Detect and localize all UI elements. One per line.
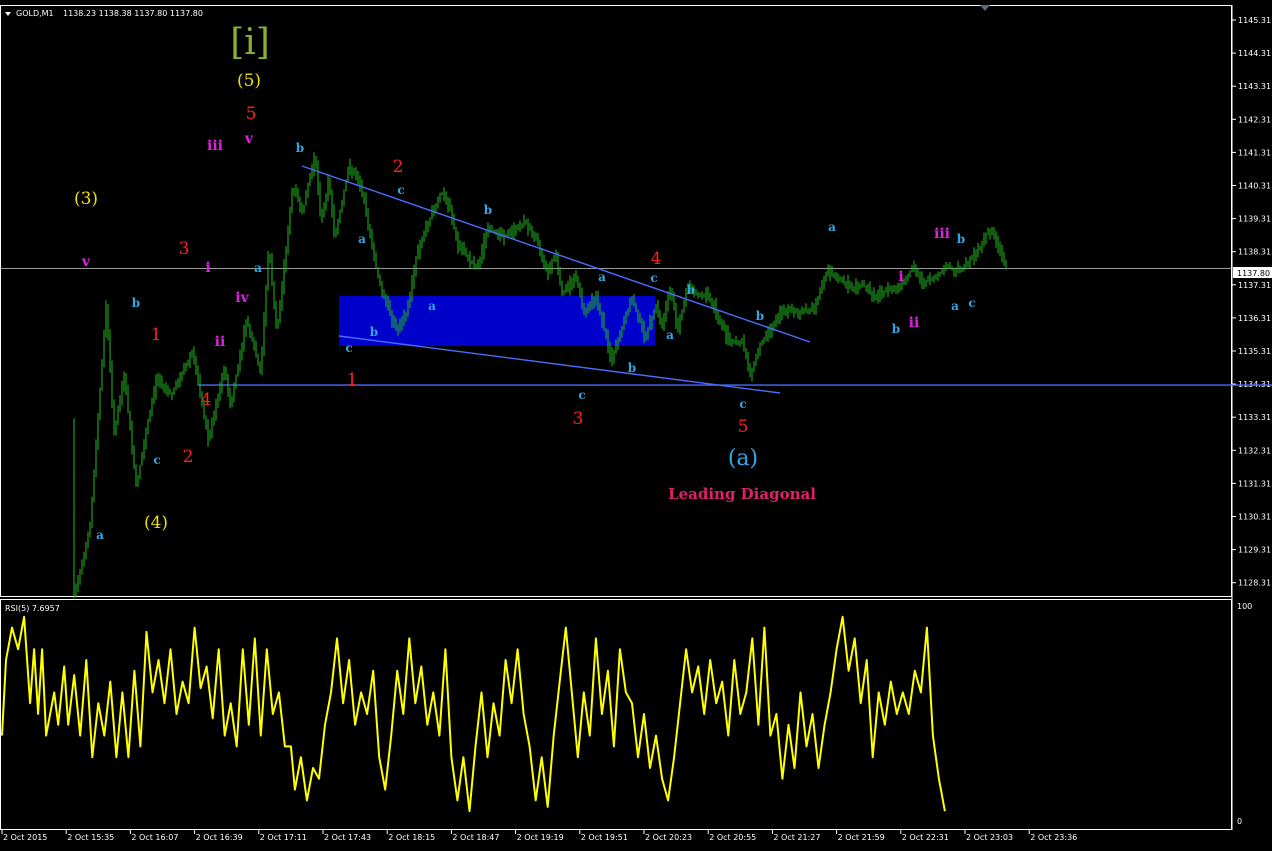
price-tick-label: 1142.31 <box>1238 115 1271 124</box>
wave-label[interactable]: a <box>96 528 104 542</box>
wave-label[interactable]: a <box>666 328 674 342</box>
upper-trendline[interactable] <box>301 165 811 343</box>
wave-label[interactable]: c <box>968 296 975 310</box>
time-tick-label: 2 Oct 19:19 <box>517 833 564 842</box>
wave-label[interactable]: b <box>484 203 492 217</box>
rsi-scale-top: 100 <box>1237 602 1252 611</box>
price-tick-label: 1139.31 <box>1238 215 1271 224</box>
wave-label[interactable]: c <box>650 271 657 285</box>
time-tick-label: 2 Oct 21:59 <box>838 833 885 842</box>
wave-label[interactable]: a <box>428 299 436 313</box>
price-tick-label: 1128.31 <box>1238 579 1271 588</box>
wave-label[interactable]: c <box>345 341 352 355</box>
price-tick-label: 1135.31 <box>1238 347 1271 356</box>
time-tick-label: 2 Oct 22:31 <box>902 833 949 842</box>
wave-label[interactable]: a <box>951 299 959 313</box>
time-tick-label: 2 Oct 2015 <box>3 833 47 842</box>
current-price-tag-text: 1137.80 <box>1237 269 1270 278</box>
time-tick-label: 2 Oct 17:43 <box>324 833 371 842</box>
wave-label[interactable]: a <box>598 270 606 284</box>
wave-label[interactable]: 5 <box>738 417 749 437</box>
symbol-label: GOLD,M1 <box>16 9 54 18</box>
wave-label[interactable]: 2 <box>393 157 404 177</box>
rsi-label: RSI(5) 7.6957 <box>5 604 60 613</box>
price-tick-label: 1133.31 <box>1238 413 1271 422</box>
wave-label[interactable]: c <box>739 397 746 411</box>
wave-label[interactable]: v <box>244 131 254 147</box>
wave-label[interactable]: (4) <box>144 513 168 533</box>
price-tick-label: 1132.31 <box>1238 446 1271 455</box>
time-axis: 2 Oct 2015 2 Oct 15:35 2 Oct 16:07 2 Oct 16… <box>1 830 1077 842</box>
price-series <box>73 152 1007 598</box>
wave-label[interactable]: b <box>132 296 140 310</box>
wave-label[interactable]: 4 <box>651 249 662 269</box>
wave-label[interactable]: [i] <box>230 22 270 63</box>
wave-label[interactable]: i <box>205 260 210 276</box>
diagonal-title[interactable]: Leading Diagonal <box>668 485 816 503</box>
wave-label[interactable]: 1 <box>347 370 358 390</box>
chart-dropdown-icon[interactable] <box>5 12 11 16</box>
price-tick-label: 1141.31 <box>1238 148 1271 157</box>
price-tick-label: 1144.31 <box>1238 49 1271 58</box>
wave-label[interactable]: 4 <box>201 390 212 410</box>
time-tick-label: 2 Oct 16:07 <box>131 833 178 842</box>
wave-label[interactable]: b <box>628 361 636 375</box>
wave-label[interactable]: c <box>397 183 404 197</box>
time-tick-label: 2 Oct 18:15 <box>388 833 435 842</box>
wave-label[interactable]: a <box>358 232 366 246</box>
wave-label[interactable]: (5) <box>237 71 261 91</box>
price-tick-label: 1137.31 <box>1238 281 1271 290</box>
wave-label[interactable]: 3 <box>179 239 190 259</box>
price-tick-label: 1138.31 <box>1238 248 1271 257</box>
wave-label[interactable]: iii <box>207 138 223 154</box>
price-tick-label: 1143.31 <box>1238 82 1271 91</box>
time-tick-label: 2 Oct 21:27 <box>773 833 820 842</box>
wave-label[interactable]: c <box>578 388 585 402</box>
time-tick-label: 2 Oct 18:47 <box>452 833 499 842</box>
time-tick-label: 2 Oct 23:03 <box>966 833 1013 842</box>
wave-label[interactable]: i <box>898 269 903 285</box>
wave-label[interactable]: iv <box>235 290 249 306</box>
price-tick-label: 1136.31 <box>1238 314 1271 323</box>
lower-trendline[interactable] <box>338 335 781 394</box>
wave-label[interactable]: 1 <box>151 325 162 345</box>
wave-label[interactable]: (a) <box>728 446 758 471</box>
wave-label[interactable]: ii <box>909 315 920 331</box>
time-tick-label: 2 Oct 17:11 <box>260 833 307 842</box>
wave-label[interactable]: v <box>81 254 91 270</box>
wave-label[interactable]: 3 <box>573 409 584 429</box>
wave-label[interactable]: b <box>296 141 304 155</box>
rsi-scale-bottom: 0 <box>1237 817 1242 826</box>
rsi-line <box>1 615 946 813</box>
wave-label[interactable]: b <box>687 283 695 297</box>
price-tick-label: 1145.31 <box>1238 16 1271 25</box>
price-tick-label: 1129.31 <box>1238 546 1271 555</box>
price-tick-label: 1131.31 <box>1238 479 1271 488</box>
time-tick-label: 2 Oct 23:36 <box>1030 833 1077 842</box>
wave-label[interactable]: ii <box>215 334 226 350</box>
wave-label[interactable]: a <box>828 220 836 234</box>
chart-shift-marker-icon[interactable] <box>980 5 990 11</box>
wave-label[interactable]: c <box>153 453 160 467</box>
time-tick-label: 2 Oct 16:39 <box>196 833 243 842</box>
wave-label[interactable]: b <box>957 232 965 246</box>
time-tick-label: 2 Oct 20:23 <box>645 833 692 842</box>
wave-label[interactable]: a <box>254 261 262 275</box>
wave-label[interactable]: iii <box>934 226 950 242</box>
wave-label[interactable]: b <box>892 322 900 336</box>
ohlc-label: 1138.23 1138.38 1137.80 1137.80 <box>63 9 203 18</box>
price-tick-label: 1140.31 <box>1238 182 1271 191</box>
wave-label[interactable]: b <box>370 325 378 339</box>
price-tick-label: 1130.31 <box>1238 513 1271 522</box>
time-tick-label: 2 Oct 15:35 <box>67 833 114 842</box>
wave-label[interactable]: b <box>756 309 764 323</box>
wave-label[interactable]: (3) <box>74 189 98 209</box>
wave-label[interactable]: 5 <box>246 104 257 124</box>
time-tick-label: 2 Oct 20:55 <box>709 833 756 842</box>
current-price-tag <box>1233 267 1272 278</box>
wave-label[interactable]: 2 <box>183 447 194 467</box>
time-tick-label: 2 Oct 19:51 <box>581 833 628 842</box>
